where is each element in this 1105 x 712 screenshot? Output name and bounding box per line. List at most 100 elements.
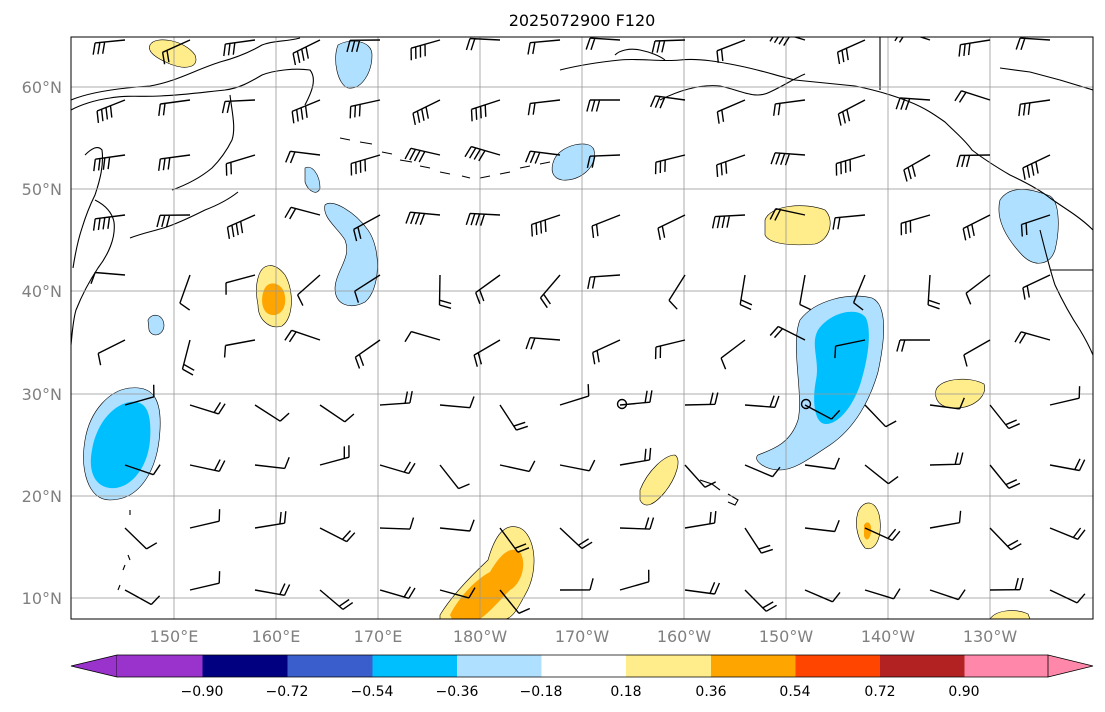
wind-barb xyxy=(223,39,256,57)
wind-barb xyxy=(284,206,321,220)
wind-barb xyxy=(619,569,650,591)
wind-barb xyxy=(684,582,721,595)
wind-barb xyxy=(225,274,256,295)
wind-barb xyxy=(958,39,991,57)
lon-label: 150°W xyxy=(759,627,814,646)
wind-barb xyxy=(769,37,806,46)
wind-barb xyxy=(499,589,531,614)
wind-barb xyxy=(965,274,991,305)
wind-barb xyxy=(319,404,355,423)
lat-label: 50°N xyxy=(22,180,62,199)
wind-barb xyxy=(124,589,161,606)
wind-barb xyxy=(1049,589,1086,604)
positive-region-strong xyxy=(864,522,872,540)
wind-barb xyxy=(587,274,621,290)
wind-barb xyxy=(744,589,777,612)
wind-barb xyxy=(539,274,561,309)
wind-barb xyxy=(410,39,441,61)
wind-barb xyxy=(412,99,441,126)
wind-barb xyxy=(225,154,256,176)
wind-barb xyxy=(716,154,746,177)
wind-barb xyxy=(744,395,780,408)
wind-barb xyxy=(353,214,381,242)
calm-wind-marker xyxy=(800,398,812,410)
wind-barb xyxy=(158,154,191,171)
wind-barb xyxy=(927,274,941,310)
wind-barb xyxy=(989,464,1021,489)
wind-barb xyxy=(956,154,991,168)
wind-barb xyxy=(156,214,191,228)
wind-barb xyxy=(586,99,621,112)
wind-barb xyxy=(963,339,991,367)
wind-barb xyxy=(527,39,561,55)
wind-barb xyxy=(769,208,806,221)
wind-barb xyxy=(716,39,746,63)
colorbar-segment xyxy=(880,655,965,677)
wind-barb xyxy=(93,154,126,172)
latitude-labels: 10°N 20°N 30°N 40°N 50°N 60°N xyxy=(22,78,62,608)
wind-barb xyxy=(284,329,321,343)
wind-barb xyxy=(1018,99,1051,117)
wind-barb xyxy=(864,527,901,542)
colorbar-segment xyxy=(457,655,542,677)
wind-barb xyxy=(346,39,381,53)
wind-barb xyxy=(773,99,806,116)
wind-barb xyxy=(591,214,621,238)
lon-label: 180°W xyxy=(453,627,508,646)
wind-barb xyxy=(744,464,781,478)
wind-barb xyxy=(895,97,931,111)
wind-barb xyxy=(527,99,561,116)
wind-barb xyxy=(832,214,866,230)
wind-barb xyxy=(837,99,866,126)
lat-label: 10°N xyxy=(22,589,62,608)
wind-barb xyxy=(559,459,596,472)
wind-barb xyxy=(221,99,256,114)
negative-region xyxy=(147,314,165,336)
wind-barb xyxy=(962,214,991,241)
wind-barb xyxy=(804,520,840,533)
wind-barb xyxy=(350,154,381,176)
wind-barb xyxy=(465,212,501,226)
positive-region-strong xyxy=(450,549,524,619)
wind-barb xyxy=(585,37,621,51)
positive-region xyxy=(989,610,1031,619)
wind-barb xyxy=(716,99,746,124)
calm-wind-marker xyxy=(616,398,628,410)
wind-barbs xyxy=(90,37,1086,614)
wind-barb xyxy=(90,271,126,284)
colorbar-tick-label: −0.54 xyxy=(351,684,394,700)
wind-barb xyxy=(684,511,717,529)
wind-barb xyxy=(864,588,901,600)
wind-barb xyxy=(499,404,529,431)
wind-barb xyxy=(439,519,475,532)
wind-barb xyxy=(1022,154,1051,180)
lon-label: 160°W xyxy=(657,627,712,646)
wind-barb xyxy=(189,459,226,472)
wind-barb xyxy=(739,274,753,311)
wind-barb xyxy=(158,99,191,116)
wind-barb xyxy=(124,384,155,406)
wind-barb xyxy=(559,527,593,550)
wind-barb xyxy=(189,402,226,415)
wind-barb xyxy=(684,464,717,488)
positive-region-strong xyxy=(262,283,286,316)
wind-barb xyxy=(559,578,594,591)
colorbar-segment xyxy=(372,655,457,677)
lon-label: 170°W xyxy=(555,627,610,646)
wind-barb xyxy=(929,452,964,466)
wind-barb xyxy=(744,527,774,554)
wind-barb xyxy=(929,510,962,529)
negative-region-strong xyxy=(1014,199,1051,231)
wind-barb xyxy=(929,589,966,601)
wind-barb xyxy=(124,527,158,550)
wind-barb xyxy=(989,577,1024,591)
wind-barb xyxy=(530,214,561,237)
wind-barb xyxy=(804,589,841,603)
wind-barb xyxy=(189,509,221,529)
wind-barb xyxy=(470,99,501,122)
colorbar-segment xyxy=(626,655,711,677)
wind-barb xyxy=(285,150,321,164)
colorbar-segment xyxy=(795,655,880,677)
wind-barb xyxy=(654,154,686,175)
negative-region xyxy=(324,203,378,306)
